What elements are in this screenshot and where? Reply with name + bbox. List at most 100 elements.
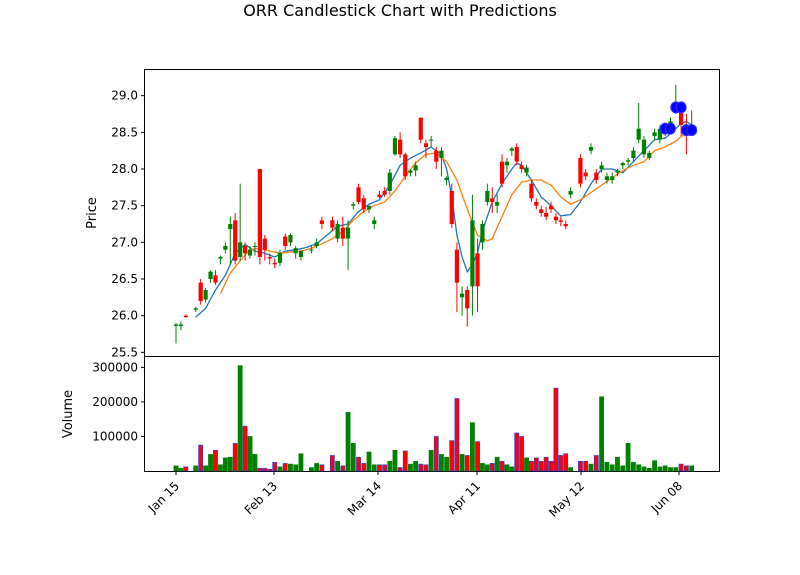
volume-bar [538, 461, 544, 472]
candle-body [208, 271, 213, 279]
candle-body [252, 246, 258, 247]
volume-bars [173, 365, 695, 472]
candle-body [610, 176, 615, 180]
price-panel-frame [144, 69, 720, 357]
volume-bar [257, 467, 263, 472]
candle-body [403, 154, 408, 177]
candle-body [583, 172, 588, 177]
volume-bar [361, 463, 367, 472]
volume-bar [272, 462, 278, 472]
volume-bar [484, 464, 490, 472]
volume-bar [673, 467, 679, 472]
candle-body [372, 220, 377, 224]
candle-body [480, 224, 485, 243]
volume-bar [563, 453, 569, 472]
candle-body [578, 158, 583, 184]
candle-body [377, 194, 382, 197]
candle-body [366, 205, 372, 210]
price-y-tick-label: 25.5 [111, 345, 138, 359]
candle-body [340, 227, 345, 239]
volume-bar [533, 457, 539, 472]
volume-bar [428, 449, 434, 472]
volume-panel: 100000 200000 300000 Volume Jan 15 Feb 13 Ma… [61, 356, 720, 520]
x-tick-label: Feb 13 [242, 479, 280, 517]
volume-bar [494, 456, 500, 472]
volume-bar [588, 463, 594, 472]
candle-body [434, 150, 439, 162]
candle-body [283, 236, 288, 246]
volume-bar [454, 398, 460, 472]
candle-body [558, 220, 563, 222]
candle-body [588, 147, 594, 151]
candle-body [198, 282, 203, 301]
volume-bar [371, 464, 377, 472]
volume-bar [641, 466, 647, 472]
price-panel: 25.5 26.0 26.5 27.0 27.5 28.0 28.5 29.0 Price [85, 69, 720, 359]
candle-body [351, 204, 356, 206]
volume-bar [366, 451, 372, 472]
volume-bar [423, 464, 429, 472]
candle-body [444, 177, 449, 180]
volume-bar [630, 462, 636, 472]
candle-body [553, 216, 559, 221]
x-tick-label: May 12 [546, 479, 587, 520]
candle-body [631, 150, 636, 158]
volume-bar [418, 463, 424, 472]
candle-body [509, 148, 514, 151]
volume-bar [340, 465, 346, 472]
candle-body [620, 163, 625, 166]
volume-panel-frame [144, 356, 720, 472]
candle-body [568, 191, 573, 195]
candle-body [475, 253, 480, 287]
prediction-point [665, 122, 677, 135]
volume-bar [277, 466, 283, 472]
price-y-tick-label: 26.0 [111, 309, 138, 323]
volume-bar [578, 461, 583, 472]
volume-bar [620, 465, 626, 472]
candle-body [319, 220, 324, 224]
volume-bar [345, 411, 351, 472]
volume-bar [558, 455, 564, 472]
candle-body [615, 170, 620, 173]
volume-bar [625, 443, 631, 472]
candle-body [228, 224, 233, 230]
candle-body [524, 167, 529, 173]
volume-bar [489, 463, 495, 472]
volume-bar [524, 457, 529, 472]
candle-body [454, 249, 460, 283]
candle-body [382, 191, 387, 195]
volume-bar [282, 463, 288, 472]
price-y-axis-label: Price [85, 197, 100, 229]
volume-bar [183, 466, 189, 472]
volume-y-axis: 100000 200000 300000 [92, 360, 145, 443]
moving-average-lines [195, 120, 693, 318]
candle-body [387, 172, 392, 191]
volume-y-tick-label: 300000 [92, 360, 138, 374]
candle-body [298, 251, 304, 257]
volume-bar [242, 425, 248, 472]
candle-body [223, 246, 228, 250]
candle-body [459, 293, 465, 298]
x-tick-label: Jun 08 [648, 479, 685, 516]
price-y-tick-label: 28.5 [111, 125, 138, 139]
candle-body [539, 209, 544, 213]
volume-bar [314, 463, 320, 472]
volume-bar [382, 464, 388, 472]
candle-body [277, 252, 283, 263]
candle-body [408, 170, 413, 173]
volume-bar [593, 455, 599, 472]
candle-body [641, 139, 647, 155]
candle-body [529, 183, 534, 199]
volume-bar [514, 432, 520, 472]
volume-bar [392, 449, 398, 472]
candle-body [213, 275, 218, 283]
volume-bar [464, 455, 470, 472]
candle-body [345, 227, 351, 239]
volume-bar [267, 468, 273, 472]
volume-bar [298, 453, 304, 472]
volume-y-tick-label: 100000 [92, 429, 138, 443]
candle-body [429, 139, 434, 141]
candle-body [398, 139, 403, 155]
candle-body [652, 132, 657, 136]
volume-bar [678, 463, 684, 472]
